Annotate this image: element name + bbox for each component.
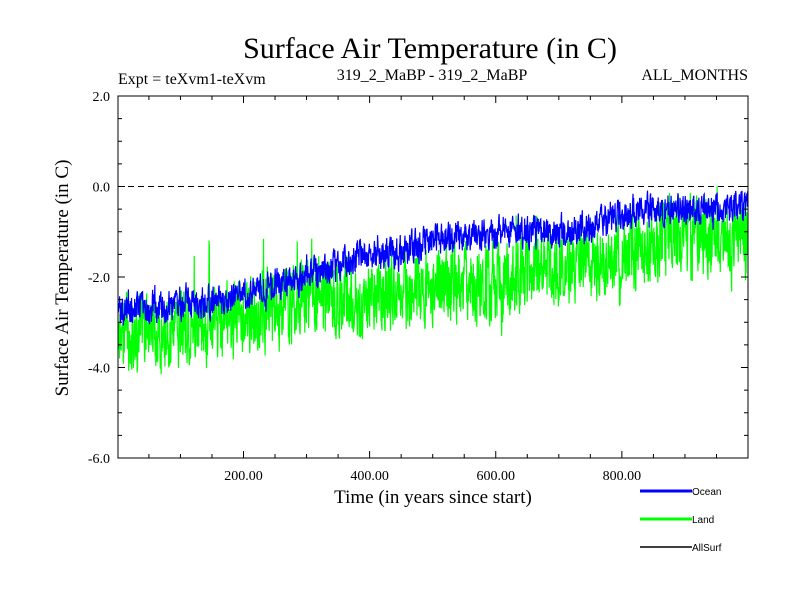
y-tick-label: 2.0 bbox=[93, 90, 111, 105]
legend-label-ocean: Ocean bbox=[692, 487, 721, 498]
y-tick-label: -6.0 bbox=[88, 452, 110, 467]
legend: Ocean Land AllSurf bbox=[640, 487, 722, 554]
x-tick-label: 800.00 bbox=[603, 469, 642, 484]
x-tick-label: 600.00 bbox=[476, 469, 515, 484]
y-axis-label: Surface Air Temperature (in C) bbox=[52, 160, 73, 397]
y-tick-label: 0.0 bbox=[93, 181, 111, 196]
y-tick-label: -4.0 bbox=[88, 362, 110, 377]
plot-series bbox=[118, 186, 748, 375]
y-tick-label: -2.0 bbox=[88, 271, 110, 286]
chart-subtitle-center: 319_2_MaBP - 319_2_MaBP bbox=[337, 67, 528, 84]
legend-label-allsurf: AllSurf bbox=[692, 543, 722, 554]
chart-subtitle-right: ALL_MONTHS bbox=[641, 67, 748, 84]
chart-subtitle-left: Expt = teXvm1-teXvm bbox=[118, 71, 266, 88]
x-tick-label: 400.00 bbox=[350, 469, 389, 484]
x-tick-label: 200.00 bbox=[224, 469, 263, 484]
series-line-land bbox=[118, 186, 748, 375]
x-axis-label: Time (in years since start) bbox=[334, 487, 532, 508]
legend-label-land: Land bbox=[692, 515, 714, 526]
chart-title: Surface Air Temperature (in C) bbox=[243, 32, 617, 65]
series-line-ocean bbox=[118, 190, 748, 326]
plot-frame: -6.0 -4.0 -2.0 0.0 2.0 200.00 400.00 600.00 800.… bbox=[88, 90, 749, 484]
